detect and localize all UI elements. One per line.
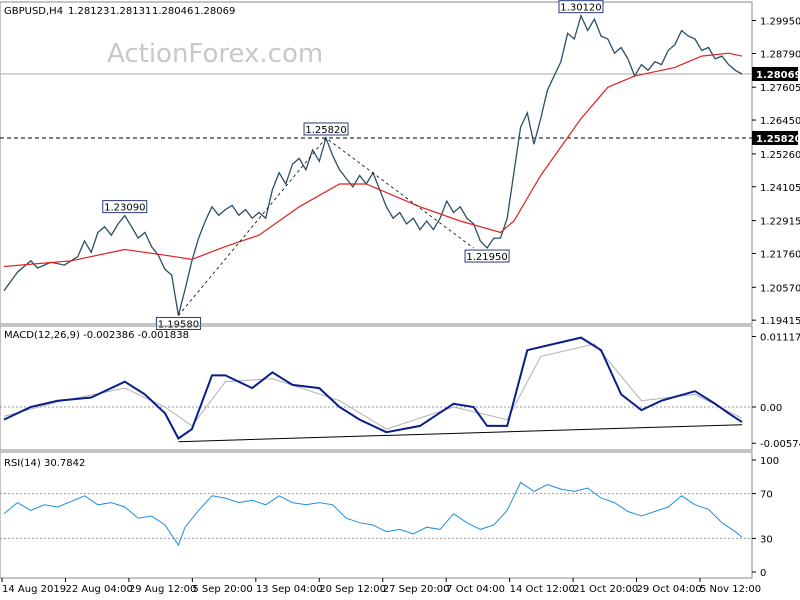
swing-label: 1.19580 bbox=[158, 319, 199, 330]
price-tick-label: 1.21760 bbox=[760, 249, 800, 260]
rsi-panel: RSI(14) 30.7842 bbox=[0, 451, 753, 579]
swing-label-box bbox=[464, 249, 510, 263]
price-tick-label: 1.29950 bbox=[760, 16, 800, 27]
macd-tick-label: 0.00 bbox=[760, 403, 782, 414]
macd-title: MACD(12,26,9) -0.002386 -0.001838 bbox=[4, 330, 189, 341]
time-tick-label: 5 Sep 20:00 bbox=[192, 584, 252, 595]
time-tick-label: 5 Nov 12:00 bbox=[700, 584, 761, 595]
ohlc-open: 1.28123 bbox=[68, 6, 109, 17]
macd-signal-line bbox=[3, 343, 743, 430]
price-tick-label: 1.28790 bbox=[760, 49, 800, 60]
price-marker-label: 1.25820 bbox=[756, 134, 800, 145]
rsi-tick-label: 0 bbox=[760, 568, 766, 579]
macd-main-line bbox=[3, 336, 743, 440]
watermark-text: ActionForex.com bbox=[107, 39, 323, 69]
time-tick-label: 29 Aug 12:00 bbox=[129, 584, 196, 595]
ohlc-close: 1.28069 bbox=[194, 6, 235, 17]
swing-label-box bbox=[303, 122, 349, 136]
macd-tick-label: 0.011177 bbox=[760, 332, 800, 343]
time-tick-label: 29 Oct 04:00 bbox=[637, 584, 702, 595]
price-tick-label: 1.25260 bbox=[760, 150, 800, 161]
swing-label-box bbox=[558, 0, 604, 14]
time-tick-label: 7 Oct 04:00 bbox=[446, 584, 505, 595]
price-marker-label: 1.28069 bbox=[756, 70, 800, 81]
time-tick-label: 21 Oct 20:00 bbox=[573, 584, 638, 595]
time-tick-label: 20 Sep 12:00 bbox=[319, 584, 386, 595]
time-tick-label: 13 Sep 04:00 bbox=[256, 584, 323, 595]
rsi-axis: 100 70 30 0 bbox=[752, 456, 779, 579]
swing-trendline bbox=[178, 137, 474, 316]
time-tick-label: 14 Aug 2019 bbox=[2, 584, 66, 595]
rsi-tick-label: 70 bbox=[760, 490, 773, 501]
macd-tick-label: -0.005746 bbox=[760, 439, 800, 450]
price-tick-label: 1.27605 bbox=[760, 83, 800, 94]
swing-label: 1.25820 bbox=[305, 125, 346, 136]
rsi-tick-label: 100 bbox=[760, 456, 779, 467]
rsi-tick-label: 30 bbox=[760, 534, 773, 545]
swing-label: 1.21950 bbox=[466, 252, 507, 263]
chart-symbol: GBPUSD,H4 bbox=[4, 6, 63, 17]
price-tick-label: 1.24105 bbox=[760, 183, 800, 194]
swing-label: 1.30120 bbox=[560, 3, 601, 14]
price-axis: 1.29950 1.28790 1.27605 1.26450 1.25260 1.241… bbox=[752, 16, 800, 327]
macd-panel: MACD(12,26,9) -0.002386 -0.001838 bbox=[0, 325, 753, 451]
price-marker-box bbox=[752, 130, 798, 145]
swing-label: 1.23090 bbox=[104, 203, 145, 214]
swing-label-box bbox=[102, 200, 148, 214]
time-tick-label: 22 Aug 04:00 bbox=[65, 584, 132, 595]
price-tick-label: 1.20570 bbox=[760, 283, 800, 294]
price-tick-label: 1.26450 bbox=[760, 116, 800, 127]
ohlc-high: 1.28131 bbox=[110, 6, 151, 17]
moving-average-line bbox=[3, 52, 743, 268]
macd-axis: 0.011177 0.00 -0.005746 bbox=[752, 332, 800, 450]
time-tick-label: 14 Oct 12:00 bbox=[510, 584, 575, 595]
price-marker-box bbox=[752, 66, 798, 81]
price-series-line bbox=[3, 13, 743, 316]
ohlc-low: 1.28046 bbox=[152, 6, 193, 17]
price-tick-label: 1.19415 bbox=[760, 316, 800, 327]
price-panel: 1.23090 1.19580 1.25820 1.21950 1.30120 bbox=[0, 0, 753, 330]
rsi-title: RSI(14) 30.7842 bbox=[4, 458, 85, 469]
macd-trendline bbox=[178, 424, 743, 443]
price-tick-label: 1.22915 bbox=[760, 217, 800, 228]
time-tick-label: 27 Sep 20:00 bbox=[383, 584, 450, 595]
rsi-line bbox=[3, 481, 743, 547]
